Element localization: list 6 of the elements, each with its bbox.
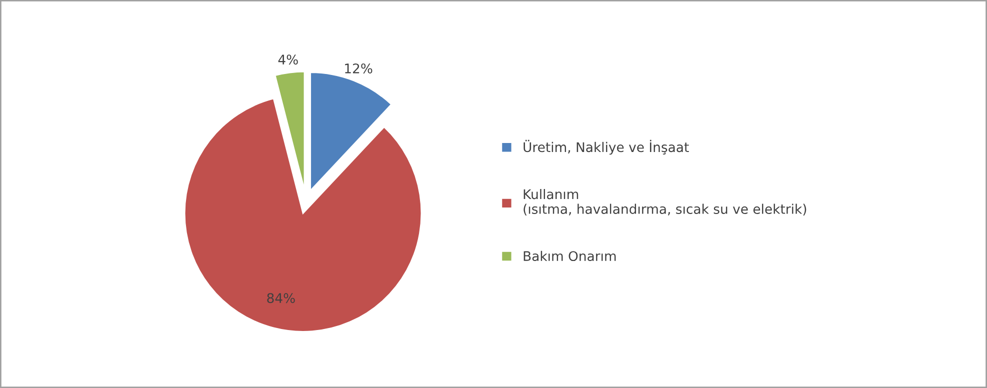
data-label: 4% — [278, 54, 298, 65]
legend-label: Bakım Onarım — [524, 250, 616, 262]
legend-label: Üretim, Nakliye ve İnşaat — [524, 140, 689, 155]
data-label: 84% — [267, 293, 295, 304]
legend-label: Kullanım (ısıtma, havalandırma, sıcak su ve elektrik) — [524, 188, 806, 216]
data-label: 12% — [345, 63, 372, 74]
